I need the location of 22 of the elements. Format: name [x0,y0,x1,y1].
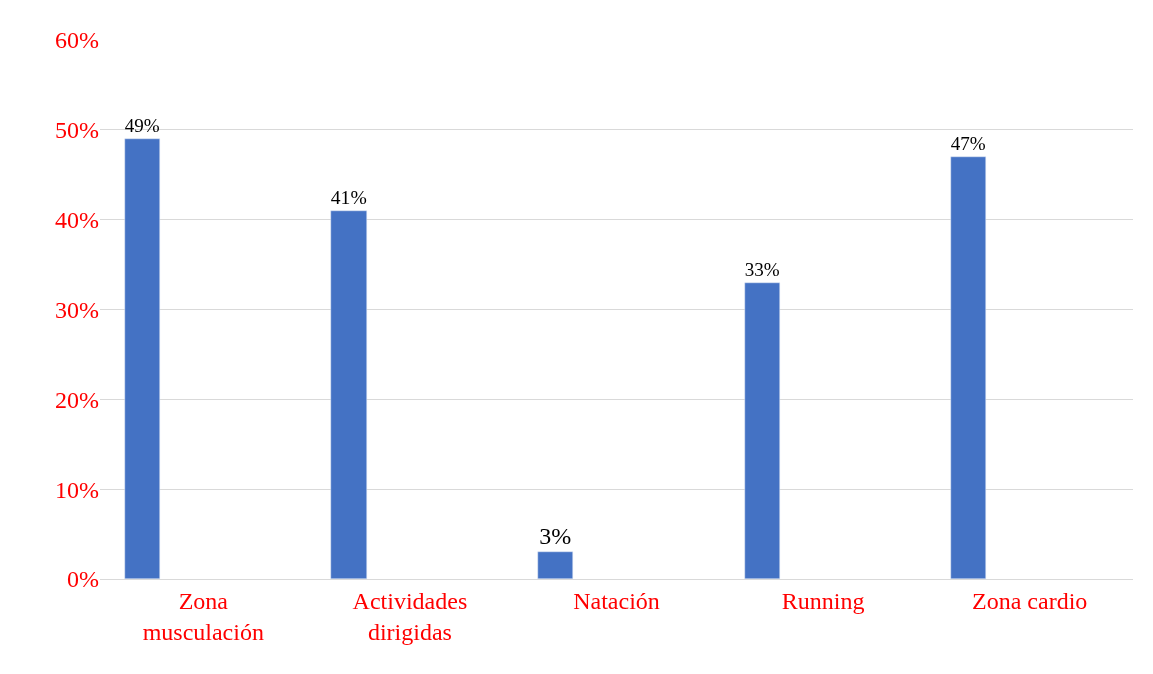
bar [124,138,160,579]
y-tick-label: 10% [55,476,99,503]
y-tick-label: 50% [55,117,99,144]
y-tick-label: 30% [55,296,99,323]
y-tick-label: 0% [67,566,99,593]
data-label: 33% [744,258,780,280]
x-tick-label: Actividades dirigidas [352,587,468,645]
x-tick-label: Running [781,587,865,614]
x-tick-label: Zona musculación [142,587,264,645]
bar [744,282,780,579]
x-tick-label: Natación [573,587,660,614]
y-tick-label: 20% [55,386,99,413]
data-label: 47% [950,132,986,154]
y-tick-label: 60% [55,27,99,54]
bar [950,156,986,579]
data-label: 49% [124,114,160,136]
data-label: 3% [539,522,572,549]
y-tick-label: 40% [55,207,99,234]
x-tick-label: Zona cardio [972,587,1088,614]
bar [330,210,367,579]
bar [537,551,573,579]
data-label: 41% [330,186,367,208]
